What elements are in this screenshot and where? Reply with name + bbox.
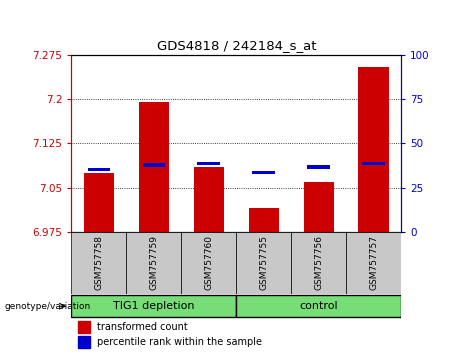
Text: GSM757757: GSM757757: [369, 235, 378, 290]
Text: GSM757759: GSM757759: [149, 235, 159, 290]
Bar: [88, 167, 110, 171]
Text: percentile rank within the sample: percentile rank within the sample: [96, 337, 261, 347]
Text: GSM757755: GSM757755: [259, 235, 268, 290]
FancyBboxPatch shape: [346, 232, 401, 294]
Bar: [248, 208, 279, 232]
Bar: [303, 182, 334, 232]
Text: GSM757758: GSM757758: [95, 235, 103, 290]
Bar: [78, 336, 90, 348]
Text: GSM757756: GSM757756: [314, 235, 323, 290]
FancyBboxPatch shape: [181, 232, 236, 294]
Text: TIG1 depletion: TIG1 depletion: [113, 301, 195, 311]
FancyBboxPatch shape: [236, 232, 291, 294]
Text: transformed count: transformed count: [96, 322, 187, 332]
Bar: [307, 165, 330, 169]
Bar: [197, 162, 220, 165]
Bar: [194, 167, 224, 232]
Bar: [78, 321, 90, 333]
FancyBboxPatch shape: [71, 232, 126, 294]
Bar: [359, 67, 389, 232]
Text: GSM757760: GSM757760: [204, 235, 213, 290]
Bar: [139, 102, 169, 232]
FancyBboxPatch shape: [236, 295, 401, 318]
FancyBboxPatch shape: [291, 232, 346, 294]
FancyBboxPatch shape: [71, 295, 236, 318]
Bar: [142, 164, 165, 167]
FancyBboxPatch shape: [126, 232, 181, 294]
Text: control: control: [299, 301, 338, 311]
Bar: [84, 173, 114, 232]
Bar: [253, 171, 275, 174]
Text: genotype/variation: genotype/variation: [5, 302, 91, 311]
Bar: [362, 162, 385, 165]
Title: GDS4818 / 242184_s_at: GDS4818 / 242184_s_at: [157, 39, 316, 52]
